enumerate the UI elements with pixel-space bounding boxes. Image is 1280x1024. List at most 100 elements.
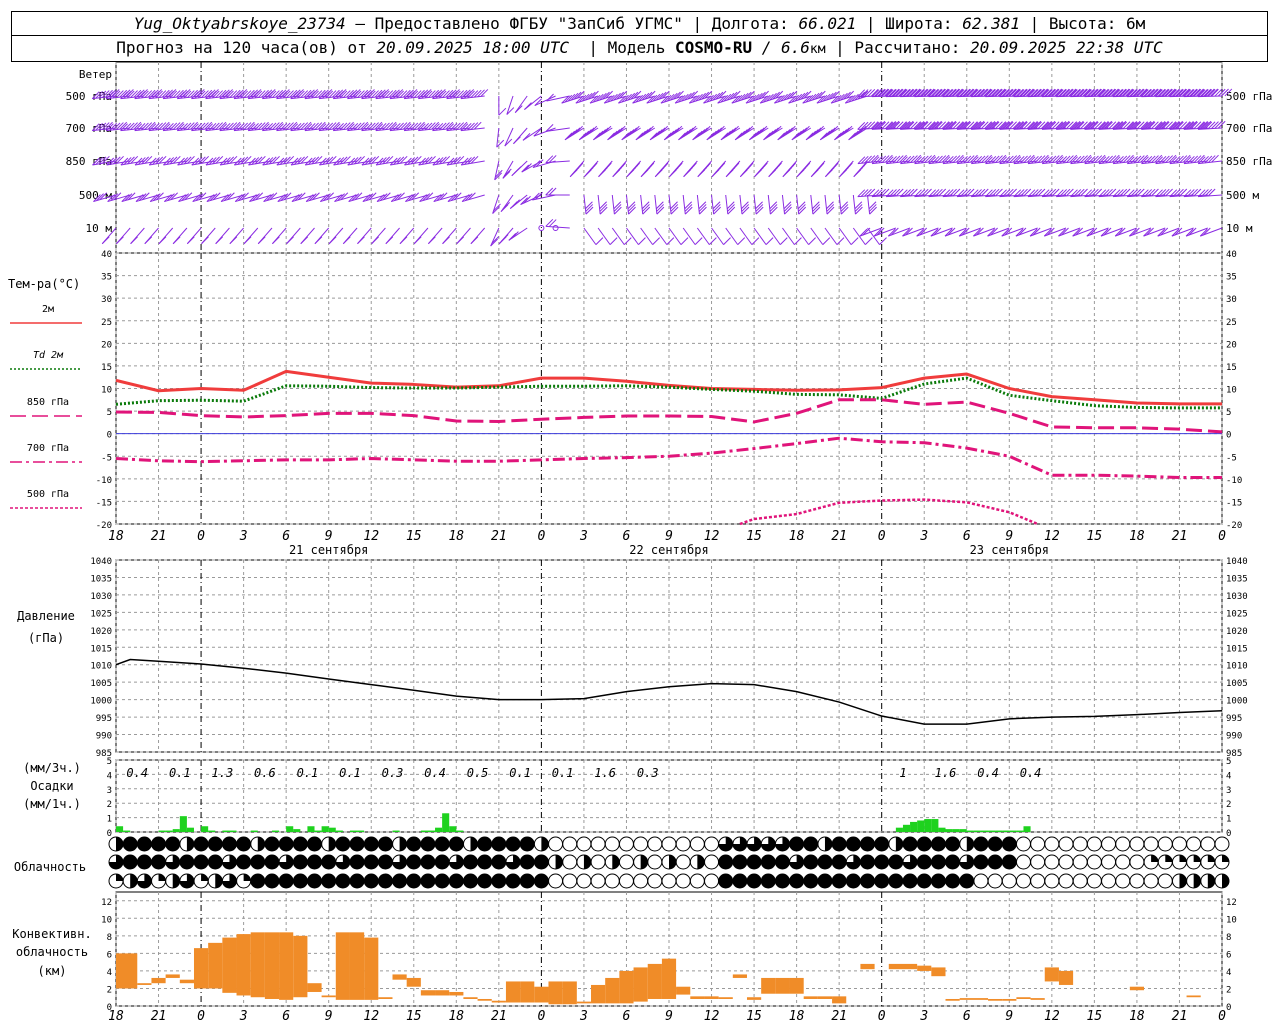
wind-barb-feather xyxy=(163,194,172,202)
wind-barb-feather xyxy=(1118,120,1127,129)
wind-barb-feather xyxy=(1027,121,1036,130)
wind-barb xyxy=(375,121,400,132)
wind-barb xyxy=(697,160,712,178)
wind-barb-feather xyxy=(385,236,394,245)
pressure-ytick: 1035 xyxy=(90,574,112,584)
wind-barb-feather xyxy=(1119,188,1128,197)
wind-barb-feather xyxy=(147,121,156,130)
wind-barb-feather xyxy=(1083,154,1092,163)
cloud-symbol xyxy=(207,836,223,852)
wind-barb-feather xyxy=(535,159,544,168)
wind-barb xyxy=(399,227,415,245)
wind-barb-feather xyxy=(1139,88,1148,97)
wind-barb-shaft xyxy=(782,227,795,245)
wind-barb-feather xyxy=(970,88,978,97)
temp-ytick-right: 25 xyxy=(1226,318,1237,328)
wind-barb-feather xyxy=(325,156,334,165)
conv-xtick: 15 xyxy=(1087,1009,1103,1024)
wind-barb xyxy=(1041,120,1070,130)
wind-barb-feather xyxy=(254,122,263,131)
wind-barb-feather xyxy=(895,121,904,130)
wind-barb-feather xyxy=(1126,88,1134,97)
wind-barb-feather xyxy=(545,123,554,132)
wind-barb-feather xyxy=(740,92,749,101)
wind-barb-feather xyxy=(769,206,778,215)
precip-3h-total: 0.1 xyxy=(339,766,361,780)
wind-barb-feather xyxy=(368,156,376,165)
wind-barb xyxy=(626,160,642,178)
wind-barb-feather xyxy=(798,204,806,212)
wind-barb-feather xyxy=(765,237,774,245)
cloud-symbol-fill xyxy=(201,874,209,881)
cloud-symbol xyxy=(1214,836,1230,852)
wind-barb-feather xyxy=(966,155,975,163)
conv-ytick: 10 xyxy=(101,915,112,925)
wind-barb-feather xyxy=(593,132,601,141)
cloud-symbol xyxy=(633,836,649,852)
cloud-symbol xyxy=(860,836,876,852)
wind-barb-feather xyxy=(1150,88,1158,97)
cloud-symbol xyxy=(675,873,691,889)
wind-barb xyxy=(887,227,911,237)
wind-barb-feather xyxy=(1005,89,1014,97)
wind-barb-feather xyxy=(906,188,915,197)
cloud-symbol xyxy=(1058,854,1074,870)
wind-barb-feather xyxy=(734,94,743,103)
wind-barb xyxy=(511,160,528,177)
wind-barb-feather xyxy=(684,201,693,210)
wind-barb-feather xyxy=(453,156,461,165)
wind-barb-feather xyxy=(1115,121,1124,130)
wind-barb-feather xyxy=(421,90,430,99)
wind-barb-feather xyxy=(280,193,289,202)
wind-barb-feather xyxy=(980,188,989,197)
wind-barb-feather xyxy=(1203,120,1212,129)
wind-barb xyxy=(1126,188,1152,198)
wind-barb-feather xyxy=(1119,89,1128,97)
cloud-symbol xyxy=(491,854,507,870)
wind-level-label: 10 м xyxy=(86,222,113,235)
wind-barb-feather xyxy=(995,188,1003,197)
conv-bar xyxy=(661,958,677,999)
wind-barb xyxy=(276,155,301,166)
wind-barb-feather xyxy=(731,95,740,104)
wind-barb-feather xyxy=(1005,121,1014,130)
wind-barb-feather xyxy=(1051,89,1060,97)
wind-barb-feather xyxy=(833,94,842,103)
wind-barb-feather xyxy=(1068,88,1077,97)
conv-bar xyxy=(435,990,450,996)
wind-barb-feather xyxy=(755,206,764,215)
wind-barb xyxy=(944,227,967,237)
wind-barb-feather xyxy=(293,122,302,131)
wind-barb-feather xyxy=(1076,188,1085,197)
wind-barb-feather xyxy=(726,92,735,101)
wind-barb-feather xyxy=(787,125,796,134)
wind-barb-feather xyxy=(656,206,665,215)
wind-barb-feather xyxy=(971,156,979,165)
wind-barb-feather xyxy=(826,201,834,210)
wind-barb-feather xyxy=(190,121,198,130)
wind-barb-feather xyxy=(1176,188,1184,197)
wind-barb xyxy=(759,90,784,104)
cloud-symbol-fill xyxy=(612,855,620,869)
wind-barb-feather xyxy=(95,122,103,131)
wind-barb xyxy=(1013,154,1038,165)
wind-barb-feather xyxy=(197,122,206,131)
wind-barb-feather xyxy=(684,206,693,215)
wind-barb-feather xyxy=(680,93,689,102)
precip-bar xyxy=(328,827,336,832)
conv-ytick: 4 xyxy=(107,968,112,978)
wind-barb xyxy=(1027,188,1052,198)
wind-barb-feather xyxy=(1023,188,1032,197)
wind-barb-feather xyxy=(912,88,921,97)
wind-barb-feather xyxy=(1186,88,1194,97)
wind-barb-feather xyxy=(392,122,401,131)
wind-barb-feather xyxy=(1182,121,1191,129)
wind-barb-feather xyxy=(1176,89,1184,97)
wind-barb xyxy=(711,194,721,215)
wind-barb-feather xyxy=(876,227,885,236)
wind-barb-feather xyxy=(1045,121,1053,130)
wind-barb-feather xyxy=(995,155,1003,163)
wind-barb-feather xyxy=(677,94,686,103)
precip-bar xyxy=(1016,830,1024,832)
wind-barb-feather xyxy=(258,155,266,164)
